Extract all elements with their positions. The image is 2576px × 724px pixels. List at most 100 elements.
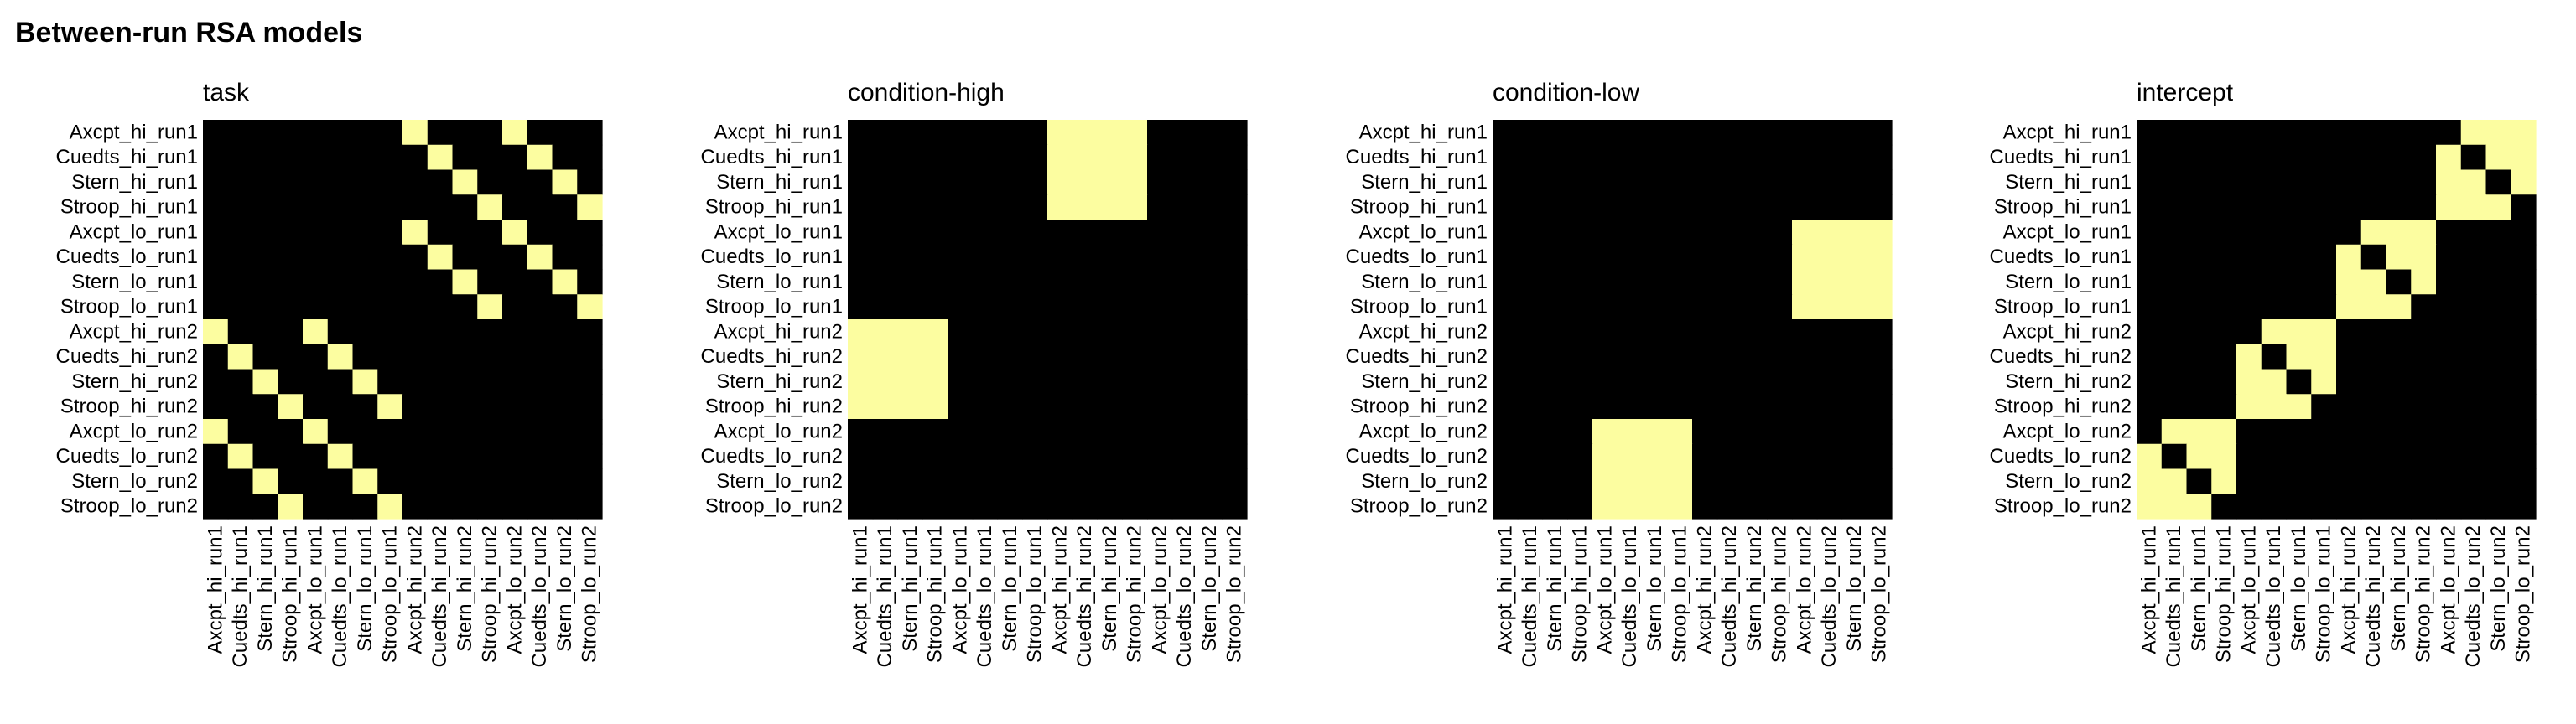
heatmap-cell: [1667, 494, 1693, 520]
heatmap-cell: [2411, 294, 2437, 320]
heatmap-cell: [303, 194, 329, 220]
heatmap-cell: [402, 494, 428, 520]
heatmap-cell: [1642, 394, 1668, 420]
heatmap-cell: [502, 443, 528, 470]
heatmap-cell: [2137, 494, 2163, 520]
heatmap-cell: [2236, 394, 2262, 420]
heatmap-cell: [2460, 294, 2487, 320]
heatmap-cell: [1542, 294, 1568, 320]
heatmap-cell: [1493, 194, 1519, 220]
heatmap-cell: [948, 169, 974, 195]
x-tick-label: Stern_lo_run2: [1198, 525, 1221, 652]
heatmap-cell: [452, 269, 478, 295]
heatmap-cell: [278, 468, 304, 494]
heatmap-cell: [1867, 494, 1893, 520]
heatmap-cell: [303, 120, 329, 146]
heatmap-cell: [1742, 244, 1768, 271]
x-tick-label: Stroop_lo_run1: [379, 525, 402, 663]
heatmap-cell: [327, 120, 354, 146]
heatmap-cell: [552, 419, 578, 445]
heatmap-cell: [1147, 220, 1173, 246]
heatmap-cell: [1592, 468, 1618, 494]
heatmap-cell: [203, 369, 229, 395]
heatmap-cell: [1047, 220, 1073, 246]
heatmap-cell: [972, 443, 999, 470]
heatmap-cell: [1767, 169, 1793, 195]
heatmap-cell: [1567, 220, 1593, 246]
heatmap-cell: [527, 369, 553, 395]
heatmap-cell: [2511, 394, 2537, 420]
heatmap-cell: [1642, 344, 1668, 370]
heatmap-cell: [1567, 294, 1593, 320]
heatmap-cell: [1692, 344, 1718, 370]
heatmap-cell: [477, 319, 503, 345]
heatmap-cell: [2311, 269, 2337, 295]
heatmap-cell: [2336, 194, 2362, 220]
heatmap-cell: [1517, 294, 1544, 320]
y-tick-label: Cuedts_lo_run1: [1990, 246, 2132, 268]
heatmap-cell: [2436, 394, 2462, 420]
x-tick-label: Stroop_lo_run2: [579, 525, 601, 663]
x-tick-label: Axcpt_lo_run2: [503, 525, 526, 654]
heatmap-cell: [972, 244, 999, 271]
heatmap-cell: [1517, 269, 1544, 295]
heatmap-cell: [1567, 269, 1593, 295]
heatmap-cell: [897, 443, 923, 470]
heatmap-cell: [1642, 443, 1668, 470]
heatmap-cell: [2336, 344, 2362, 370]
heatmap-cell: [1072, 269, 1098, 295]
heatmap-cell: [278, 394, 304, 420]
heatmap-cell: [1742, 144, 1768, 171]
heatmap-cell: [502, 419, 528, 445]
heatmap-cell: [1047, 443, 1073, 470]
heatmap-cell: [1867, 169, 1893, 195]
heatmap-cell: [1122, 394, 1148, 420]
x-tick-label: Stern_lo_run2: [1843, 525, 1866, 652]
heatmap-cell: [1792, 194, 1818, 220]
heatmap-cell: [2386, 319, 2412, 345]
heatmap-cell: [1792, 220, 1818, 246]
heatmap-cell: [2236, 344, 2262, 370]
heatmap-cell: [1197, 220, 1223, 246]
y-tick-label: Stern_hi_run2: [71, 370, 198, 393]
heatmap-cell: [2186, 244, 2212, 271]
heatmap-cell: [252, 369, 278, 395]
heatmap-cell: [1097, 294, 1123, 320]
heatmap-cell: [1592, 244, 1618, 271]
heatmap-cell: [1197, 169, 1223, 195]
heatmap-cell: [2137, 294, 2163, 320]
heatmap-cell: [1493, 269, 1519, 295]
heatmap-cell: [848, 419, 874, 445]
heatmap-cell: [1767, 194, 1793, 220]
heatmap-cell: [1072, 494, 1098, 520]
y-tick-label: Axcpt_lo_run2: [70, 420, 198, 442]
heatmap-cell: [2485, 369, 2511, 395]
heatmap-cell: [552, 443, 578, 470]
heatmap-cell: [377, 194, 403, 220]
heatmap-cell: [1542, 120, 1568, 146]
heatmap-cell: [922, 294, 948, 320]
heatmap-cell: [1222, 468, 1248, 494]
heatmap-cell: [2311, 220, 2337, 246]
heatmap-cell: [1022, 494, 1048, 520]
heatmap-cell: [203, 394, 229, 420]
heatmap-cell: [1147, 294, 1173, 320]
heatmap-cell: [203, 120, 229, 146]
heatmap-cell: [1617, 319, 1644, 345]
heatmap-cell: [897, 344, 923, 370]
heatmap-cell: [1022, 169, 1048, 195]
heatmap-cell: [1197, 419, 1223, 445]
heatmap-cell: [2511, 269, 2537, 295]
heatmap-cell: [278, 344, 304, 370]
heatmap-cell: [1642, 220, 1668, 246]
x-tick-label: Cuedts_hi_run2: [428, 525, 451, 667]
heatmap-cell: [848, 144, 874, 171]
y-tick-label: Cuedts_lo_run2: [1346, 445, 1488, 468]
heatmap-cell: [1122, 319, 1148, 345]
heatmap-cell: [227, 294, 254, 320]
heatmap-cell: [402, 194, 428, 220]
heatmap-cell: [1122, 294, 1148, 320]
y-tick-label: Cuedts_hi_run2: [1990, 345, 2132, 368]
heatmap-cell: [1147, 494, 1173, 520]
heatmap-cell: [2436, 419, 2462, 445]
